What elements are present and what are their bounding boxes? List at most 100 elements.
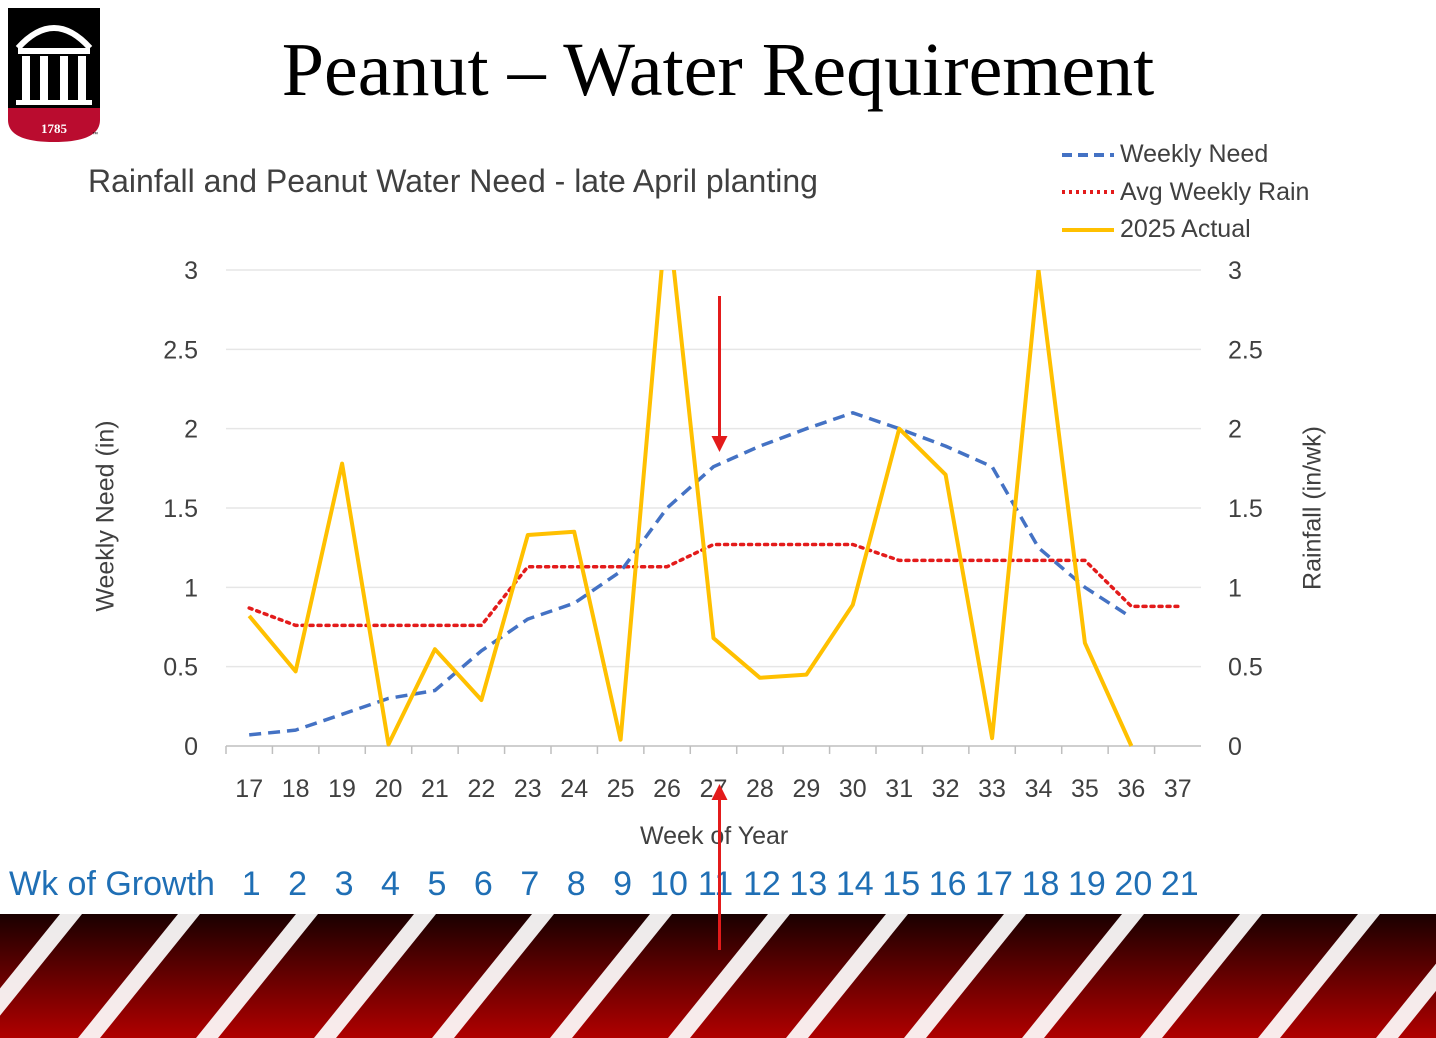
- x-tick-label: 33: [978, 775, 1006, 803]
- x-tick-label: 24: [560, 775, 588, 803]
- legend-swatch-dotted: [1062, 190, 1114, 195]
- series-line-2025-actual: [247, 270, 1134, 747]
- growth-week-number: 7: [520, 865, 540, 903]
- growth-week-number: 16: [928, 865, 967, 903]
- banner-stripe: [432, 914, 554, 1038]
- y-tick-label-left: 0: [184, 733, 198, 761]
- logo-column: [22, 56, 30, 100]
- y-tick-label-left: 2.5: [163, 336, 198, 364]
- growth-week-number: 11: [697, 865, 734, 903]
- growth-week-number: 19: [1068, 865, 1106, 903]
- x-tick-label: 29: [792, 775, 820, 803]
- x-tick-label: 28: [746, 775, 774, 803]
- banner-stripe: [314, 914, 436, 1038]
- x-tick-label: 19: [328, 775, 356, 803]
- legend-item-2025-actual: 2025 Actual: [1062, 211, 1309, 249]
- y-tick-label-left: 0.5: [163, 654, 198, 682]
- legend-label: Avg Weekly Rain: [1120, 177, 1310, 206]
- growth-week-number: 13: [789, 865, 828, 903]
- y-tick-label-left: 3: [184, 257, 198, 285]
- growth-week-number: 8: [566, 865, 586, 903]
- x-tick-label: 22: [467, 775, 495, 803]
- x-tick-label: 30: [839, 775, 867, 803]
- growth-week-number: 20: [1114, 865, 1153, 903]
- y-tick-label-right: 3: [1228, 257, 1242, 285]
- growth-week-number: 14: [835, 865, 874, 903]
- banner-stripe: [1140, 914, 1262, 1038]
- x-tick-label: 37: [1164, 775, 1192, 803]
- growth-week-number: 3: [334, 865, 354, 903]
- slide-title: Peanut – Water Requirement: [281, 28, 1155, 112]
- banner-stripe: [196, 914, 318, 1038]
- growth-week-label: Wk of Growth: [9, 865, 215, 903]
- logo-column: [60, 56, 68, 100]
- x-tick-label: 20: [375, 775, 403, 803]
- chart-legend: Weekly Need Avg Weekly Rain 2025 Actual: [1062, 136, 1309, 249]
- footer-banner: [0, 914, 1436, 1038]
- growth-week-number: 10: [650, 865, 688, 903]
- logo-base: [16, 100, 92, 105]
- x-tick-label: 23: [514, 775, 542, 803]
- y-tick-label-right: 0.5: [1228, 654, 1263, 682]
- growth-week-number: 21: [1160, 865, 1199, 903]
- x-tick-label: 34: [1025, 775, 1053, 803]
- legend-swatch-dashed: [1062, 152, 1114, 157]
- series-layer: [247, 270, 1180, 747]
- y-tick-label-right: 2.5: [1228, 336, 1263, 364]
- legend-swatch-solid: [1062, 227, 1114, 232]
- banner-stripe: [550, 914, 672, 1038]
- x-tick-label: 36: [1117, 775, 1145, 803]
- growth-week-number: 6: [473, 865, 493, 903]
- y-axis-label-left: Weekly Need (in): [91, 420, 120, 612]
- x-tick-label: 18: [282, 775, 310, 803]
- right-axis-ticks: 0 0.5 1 1.5 2 2.5 3: [1228, 257, 1263, 761]
- growth-week-number: 18: [1021, 865, 1060, 903]
- legend-item-avg-weekly-rain: Avg Weekly Rain: [1062, 174, 1309, 212]
- logo-column: [78, 56, 86, 100]
- logo-shield: [8, 108, 100, 142]
- growth-week-number: 1: [241, 865, 261, 903]
- x-tick-label: 32: [932, 775, 960, 803]
- uga-arch-logo: 1785 ™: [8, 8, 100, 142]
- banner-stripe: [78, 914, 200, 1038]
- growth-week-number: 17: [975, 865, 1013, 903]
- y-tick-label-left: 1.5: [163, 495, 198, 523]
- x-tick-label: 31: [885, 775, 913, 803]
- legend-label: 2025 Actual: [1120, 215, 1251, 244]
- legend-label: Weekly Need: [1120, 140, 1269, 169]
- y-tick-label-left: 2: [184, 416, 198, 444]
- growth-week-number: 9: [613, 865, 633, 903]
- x-tick-label: 25: [607, 775, 635, 803]
- growth-week-number: 12: [743, 865, 781, 903]
- logo-lintel: [18, 48, 90, 54]
- banner-stripe: [1022, 914, 1144, 1038]
- banner-stripe: [668, 914, 790, 1038]
- banner-stripe: [1258, 914, 1380, 1038]
- legend-item-weekly-need: Weekly Need: [1062, 136, 1309, 174]
- y-tick-label-left: 1: [184, 574, 198, 602]
- x-tick-label: 27: [700, 775, 728, 803]
- logo-year: 1785: [41, 121, 68, 136]
- gridlines: [226, 269, 1201, 747]
- left-axis-ticks: 0 0.5 1 1.5 2 2.5 3: [163, 257, 198, 761]
- x-axis-ticks: 17 18 19 20 21 22 23 24 25 26 27 28 29 30 31 32 33 34 35 36…: [225, 746, 1192, 803]
- growth-week-number: 15: [882, 865, 921, 903]
- logo-column: [40, 56, 48, 100]
- logo-trademark: ™: [92, 131, 98, 138]
- chart-title: Rainfall and Peanut Water Need - late Ap…: [88, 163, 818, 199]
- growth-week-number: 4: [381, 865, 400, 903]
- y-tick-label-right: 1.5: [1228, 495, 1263, 523]
- x-tick-label: 17: [235, 775, 263, 803]
- y-tick-label-right: 0: [1228, 733, 1242, 761]
- y-tick-label-right: 2: [1228, 416, 1242, 444]
- logo-arch: [15, 25, 93, 51]
- x-tick-label: 21: [421, 775, 449, 803]
- x-tick-label: 26: [653, 775, 681, 803]
- y-axis-label-right: Rainfall (in/wk): [1298, 426, 1327, 590]
- x-tick-label: 35: [1071, 775, 1099, 803]
- growth-week-number: 2: [288, 865, 308, 903]
- series-line-weekly-need: [249, 411, 1133, 737]
- growth-week-number: 5: [427, 865, 447, 903]
